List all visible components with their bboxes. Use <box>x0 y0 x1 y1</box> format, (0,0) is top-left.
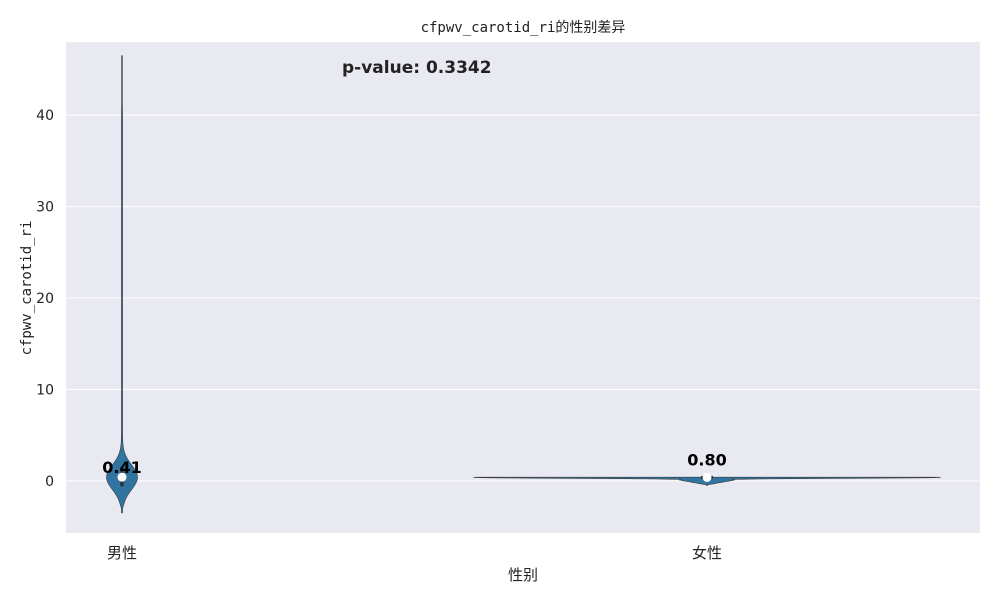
y-tick-label: 20 <box>36 291 54 307</box>
x-tick-label: 女性 <box>692 544 722 562</box>
chart-title: cfpwv_carotid_ri的性别差异 <box>421 20 626 36</box>
y-axis-ticks: 0 10 20 30 40 <box>36 108 54 490</box>
median-marker-male <box>117 472 127 482</box>
x-axis-label: 性别 <box>508 566 538 584</box>
y-tick-label: 30 <box>36 200 54 216</box>
plot-area <box>66 42 980 533</box>
y-tick-label: 40 <box>36 108 54 124</box>
y-tick-label: 10 <box>36 382 54 398</box>
median-value-label: 0.80 <box>687 451 726 470</box>
violin-male <box>106 55 138 514</box>
median-marker-female <box>702 472 712 482</box>
median-value-label: 0.41 <box>102 458 141 477</box>
violins: 0.41 0.80 <box>102 55 941 514</box>
x-axis-ticks: 男性 女性 <box>107 544 722 562</box>
x-tick-label: 男性 <box>107 544 137 562</box>
y-axis-label: cfpwv_carotid_ri <box>19 221 35 356</box>
y-tick-label: 0 <box>45 474 54 490</box>
p-value-annotation: p-value: 0.3342 <box>342 58 492 78</box>
gridlines <box>66 114 980 482</box>
